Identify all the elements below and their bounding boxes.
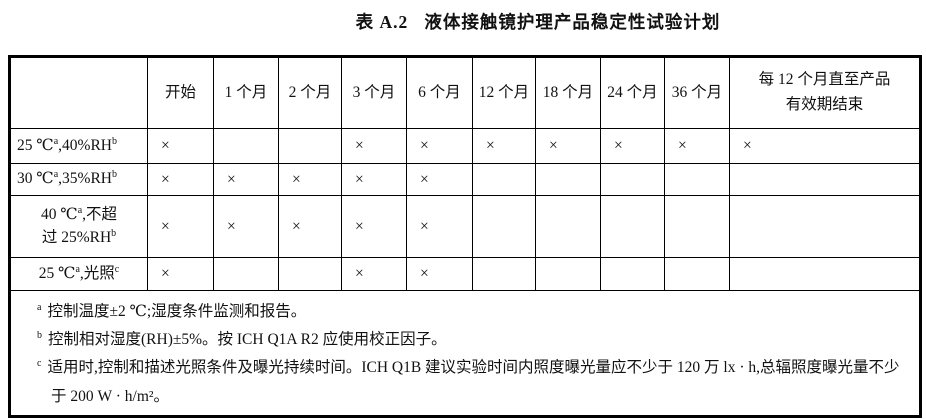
mark-cell: × [278,163,342,196]
table-row: 25 ℃a,40%RHb × × × × × × × × [9,128,921,164]
condition-text: 25 ℃ [38,264,76,282]
mark-cell: × [341,128,407,164]
mark-cell: × [341,163,407,196]
mark-cell: × [147,163,214,196]
footnote-b: b 控制相对湿度(RH)±5%。按 ICH Q1A R2 应使用校正因子。 [37,326,907,354]
footnote-ref: a [77,204,83,216]
mark-cell [278,257,342,291]
mark-cell [600,257,665,291]
mark-cell: × [472,128,536,164]
footnotes-row: a 控制温度±2 ℃;湿度条件监测和报告。 b 控制相对湿度(RH)±5%。按 IC… [9,290,921,417]
mark-cell: × [406,257,473,291]
row-label: 40 ℃a,不超过 25%RHb [9,195,148,258]
condition-text: 过 25%RH [41,228,112,246]
mark-cell [729,195,921,258]
mark-cell [278,128,342,164]
mark-cell [535,195,601,258]
mark-cell: × [213,195,279,258]
mark-cell [664,257,730,291]
footnote-ref: a [53,135,59,147]
column-header-36month: 36 个月 [664,56,730,129]
footnote-ref: a [75,263,80,275]
document-page: 表 A.2 液体接触镜护理产品稳定性试验计划 开始 1 个月 2 个月 3 个月… [0,9,926,419]
condition-text: ,光照 [79,264,115,282]
condition-text: 25 ℃ [17,136,54,154]
column-header-2month: 2 个月 [278,56,342,129]
footnote-marker: a [37,301,42,313]
mark-cell [600,195,665,258]
mark-cell [729,257,921,291]
mark-cell: × [535,128,601,164]
footnote-text: 适用时,控制和描述光照条件及曝光持续时间。ICH Q1B 建议实验时间内照度曝光… [47,359,900,405]
mark-cell [600,163,665,196]
footnote-ref: c [114,263,120,275]
footnote-ref: a [53,169,59,181]
footnote-ref: b [112,169,117,181]
mark-cell: × [147,128,214,164]
mark-cell: × [600,128,665,164]
mark-cell: × [729,128,921,164]
footnote-c: c 适用时,控制和描述光照条件及曝光持续时间。ICH Q1B 建议实验时间内照度曝… [37,354,907,410]
mark-cell [664,163,730,196]
condition-text: 40 ℃ [40,206,78,224]
mark-cell: × [147,257,214,291]
row-label: 30 ℃a,35%RHb [9,163,148,196]
footnote-a: a 控制温度±2 ℃;湿度条件监测和报告。 [37,298,907,326]
table-title: 表 A.2 液体接触镜护理产品稳定性试验计划 [355,12,721,32]
column-header-condition [9,56,148,129]
column-header-24month: 24 个月 [600,56,665,129]
mark-cell [535,163,601,196]
condition-text: ,不超 [82,206,118,224]
footnote-marker: c [37,358,42,370]
mark-cell: × [147,195,214,258]
column-header-every-12month: 每 12 个月直至产品 有效期结束 [729,56,921,129]
mark-cell: × [341,195,407,258]
column-header-3month: 3 个月 [341,56,407,129]
mark-cell [472,163,536,196]
condition-text: 30 ℃ [17,170,54,188]
footnote-ref: b [112,135,117,147]
table-row: 30 ℃a,35%RHb × × × × × [9,163,921,196]
table-row: 25 ℃a,光照c × × × [9,257,921,291]
row-label: 25 ℃a,光照c [9,257,148,291]
column-header-12month: 12 个月 [472,56,536,129]
mark-cell [213,257,279,291]
mark-cell [729,163,921,196]
footnote-marker: b [37,330,42,342]
condition-text: ,40%RH [58,136,112,154]
mark-cell: × [341,257,407,291]
column-header-start: 开始 [147,56,214,129]
mark-cell: × [278,195,342,258]
footnote-text: 控制相对湿度(RH)±5%。按 ICH Q1A R2 应使用校正因子。 [48,331,447,349]
mark-cell: × [406,163,473,196]
condition-text: ,35%RH [58,170,112,188]
footnote-ref: b [111,227,117,239]
mark-cell [664,195,730,258]
mark-cell [472,195,536,258]
header-row: 开始 1 个月 2 个月 3 个月 6 个月 12 个月 18 个月 24 个月… [9,56,921,129]
mark-cell: × [406,195,473,258]
mark-cell [213,128,279,164]
mark-cell [535,257,601,291]
mark-cell: × [406,128,473,164]
mark-cell: × [213,163,279,196]
footnotes-cell: a 控制温度±2 ℃;湿度条件监测和报告。 b 控制相对湿度(RH)±5%。按 IC… [9,290,921,417]
mark-cell [472,257,536,291]
row-label: 25 ℃a,40%RHb [9,128,148,164]
mark-cell: × [664,128,730,164]
column-header-18month: 18 个月 [535,56,601,129]
table-row: 40 ℃a,不超过 25%RHb × × × × × [9,195,921,258]
column-header-1month: 1 个月 [213,56,279,129]
column-header-6month: 6 个月 [406,56,473,129]
stability-schedule-table: 开始 1 个月 2 个月 3 个月 6 个月 12 个月 18 个月 24 个月… [8,55,922,418]
footnote-text: 控制温度±2 ℃;湿度条件监测和报告。 [47,303,307,320]
